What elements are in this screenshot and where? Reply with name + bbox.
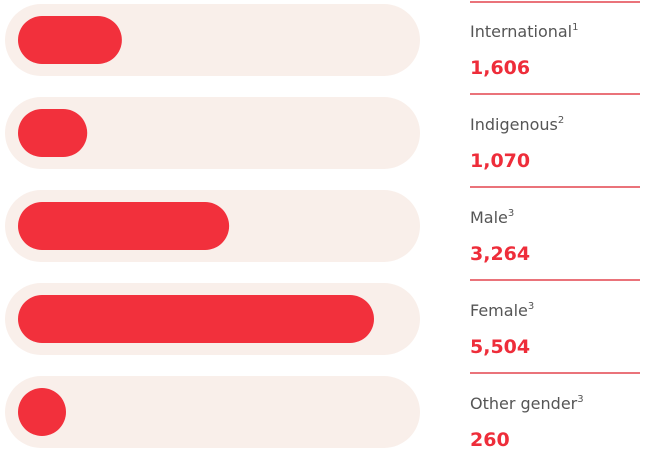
category-label: Indigenous2 [470, 115, 564, 134]
value-label: 1,606 [470, 57, 530, 79]
footnote-mark: 3 [577, 394, 583, 405]
category-label: Male3 [470, 208, 514, 227]
footnote-mark: 2 [558, 115, 564, 126]
category-name: Indigenous [470, 115, 558, 134]
category-name: International [470, 22, 572, 41]
bar [18, 109, 88, 157]
bar [18, 295, 374, 343]
bar-track [5, 97, 420, 169]
footnote-mark: 1 [572, 22, 578, 33]
footnote-mark: 3 [528, 301, 534, 312]
bar [18, 202, 230, 250]
category-name: Other gender [470, 394, 578, 413]
category-name: Male [470, 208, 508, 227]
bar [18, 388, 66, 436]
category-name: Female [470, 301, 528, 320]
value-label: 1,070 [470, 150, 530, 172]
bar-track [5, 376, 420, 448]
bar [18, 16, 122, 64]
value-label: 3,264 [470, 243, 530, 265]
footnote-mark: 3 [508, 208, 514, 219]
value-label: 260 [470, 429, 510, 451]
value-label: 5,504 [470, 336, 530, 358]
category-label: International1 [470, 22, 579, 41]
category-label: Female3 [470, 301, 534, 320]
category-label: Other gender3 [470, 394, 584, 413]
